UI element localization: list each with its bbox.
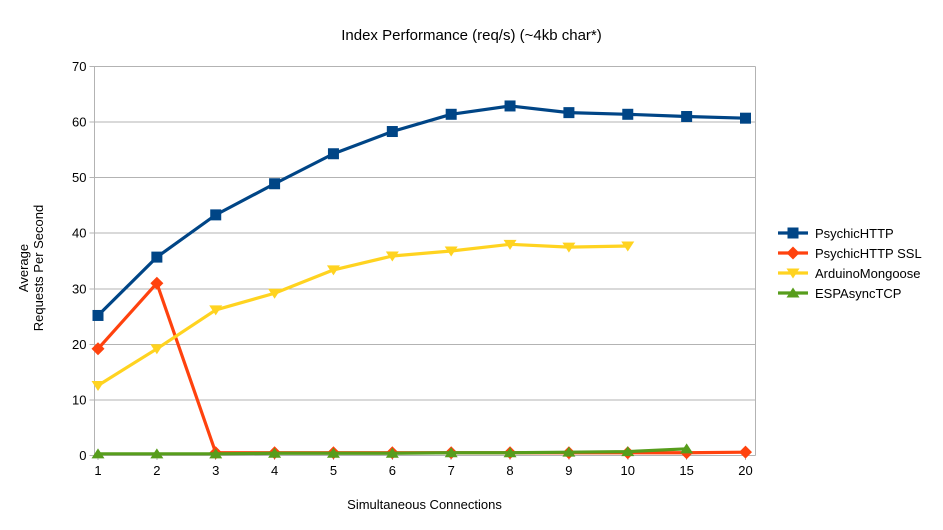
triangle-down-legend-marker-icon	[778, 268, 808, 279]
data-point-marker	[385, 251, 399, 262]
y-tick-label-10: 10	[72, 392, 86, 407]
series-line	[96, 104, 748, 318]
legend-label: ESPAsyncTCP	[815, 285, 902, 301]
triangle-up-legend-marker-icon	[778, 287, 808, 298]
x-tick-label-3: 3	[212, 463, 219, 478]
data-point-marker	[503, 239, 517, 250]
chart-title: Index Performance (req/s) (~4kb char*)	[341, 27, 602, 44]
legend-marker	[786, 268, 800, 279]
legend-item-PsychicHTTP: PsychicHTTP	[777, 223, 922, 243]
series-PsychicHTTP-SSL	[91, 276, 752, 460]
data-point-marker	[91, 380, 105, 391]
data-point-marker	[504, 100, 516, 112]
data-point-marker	[563, 107, 575, 119]
legend-label: ArduinoMongoose	[815, 265, 921, 281]
y-tick-label-30: 30	[72, 281, 86, 296]
legend-marker	[786, 287, 800, 298]
data-point-marker	[210, 209, 222, 221]
data-point-marker	[444, 447, 458, 458]
data-point-marker	[269, 178, 281, 190]
series-ArduinoMongoose	[91, 239, 635, 391]
x-tick-label-8: 8	[506, 463, 513, 478]
legend-item-PsychicHTTP-SSL: PsychicHTTP SSL	[777, 243, 922, 263]
series-ESPAsyncTCP	[91, 443, 694, 459]
data-point-marker	[621, 446, 635, 457]
legend-label: PsychicHTTP	[815, 225, 894, 241]
y-tick-label-20: 20	[72, 337, 86, 352]
data-point-marker	[92, 309, 104, 321]
data-point-marker	[209, 448, 223, 459]
data-point-marker	[151, 251, 163, 263]
series-PsychicHTTP	[92, 100, 751, 321]
data-point-marker	[680, 443, 694, 454]
data-point-marker	[327, 148, 339, 160]
x-tick-label-7: 7	[448, 463, 455, 478]
data-point-marker	[503, 447, 517, 458]
data-point-marker	[268, 288, 282, 299]
data-point-marker	[326, 265, 340, 276]
data-point-marker	[91, 342, 105, 356]
data-point-marker	[681, 111, 693, 123]
data-point-marker	[385, 447, 399, 458]
x-tick-label-1: 1	[94, 463, 101, 478]
data-point-marker	[562, 242, 576, 253]
x-tick-label-2: 2	[153, 463, 160, 478]
data-point-marker	[209, 305, 223, 316]
x-axis-title: Simultaneous Connections	[347, 497, 502, 512]
square-legend-marker-icon	[778, 227, 808, 239]
y-tick-label-50: 50	[72, 170, 86, 185]
data-point-marker	[740, 112, 751, 124]
data-point-marker	[91, 448, 105, 459]
data-point-marker	[150, 276, 164, 290]
legend-item-ESPAsyncTCP: ESPAsyncTCP	[777, 283, 922, 303]
data-point-marker	[386, 126, 398, 138]
y-tick-label-0: 0	[79, 448, 86, 463]
x-tick-label-9: 9	[565, 463, 572, 478]
legend-marker	[787, 227, 799, 239]
legend-item-ArduinoMongoose: ArduinoMongoose	[777, 263, 922, 283]
x-tick-label-20: 20	[738, 463, 752, 478]
data-point-marker	[621, 241, 635, 252]
y-tick-label-60: 60	[72, 115, 86, 130]
y-tick-label-70: 70	[72, 59, 86, 74]
x-tick-label-4: 4	[271, 463, 278, 478]
data-point-marker	[622, 108, 634, 120]
series-line	[96, 242, 630, 388]
series-line	[96, 281, 748, 455]
data-point-marker	[444, 246, 458, 257]
x-tick-label-5: 5	[330, 463, 337, 478]
x-tick-label-15: 15	[679, 463, 693, 478]
data-point-marker	[326, 447, 340, 458]
data-point-marker	[150, 448, 164, 459]
data-point-marker	[445, 108, 457, 120]
data-point-marker	[150, 344, 164, 355]
legend-marker	[786, 246, 800, 260]
legend: PsychicHTTP PsychicHTTP SSL ArduinoMongoos…	[777, 223, 922, 303]
data-point-marker	[562, 446, 576, 457]
y-tick-label-40: 40	[72, 226, 86, 241]
x-tick-label-10: 10	[621, 463, 635, 478]
diamond-legend-marker-icon	[778, 246, 808, 260]
x-tick-label-6: 6	[389, 463, 396, 478]
legend-label: PsychicHTTP SSL	[815, 245, 922, 261]
data-point-marker	[268, 447, 282, 458]
data-point-marker	[739, 445, 752, 459]
